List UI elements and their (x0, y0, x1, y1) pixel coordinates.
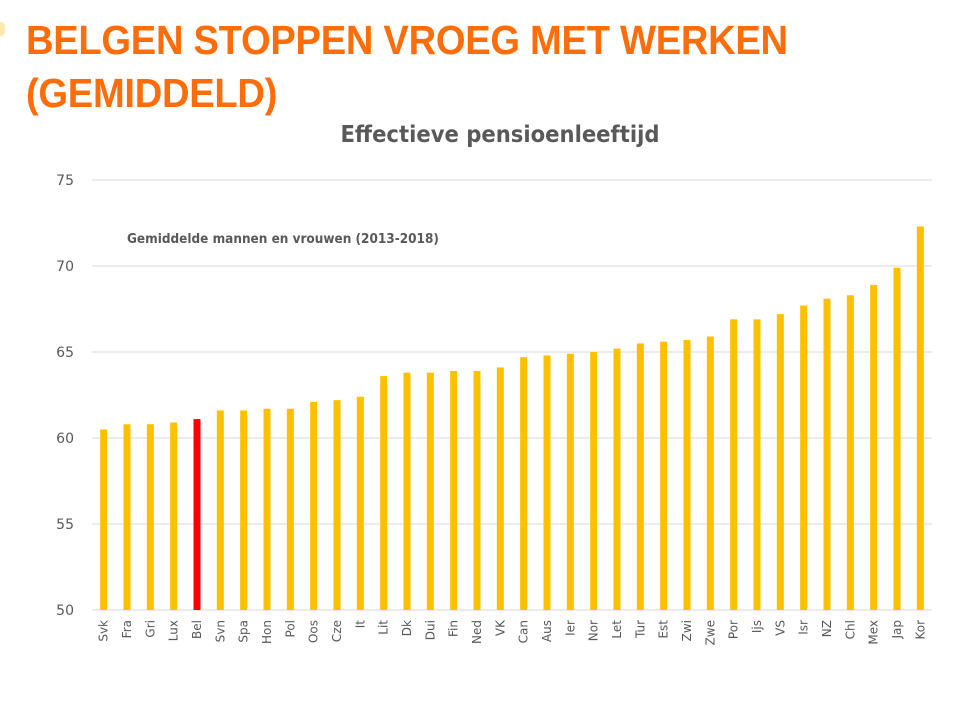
x-tick-label: Ned (470, 620, 484, 644)
bar-spa (240, 410, 248, 610)
x-tick-label: Fin (447, 620, 461, 637)
x-tick-label: Zwi (680, 620, 694, 641)
bar-por (730, 319, 738, 610)
x-tick-label: Gri (143, 620, 157, 638)
bar-ier (566, 353, 574, 610)
slide-title: BELGEN STOPPEN VROEG MET WERKEN (GEMIDDE… (26, 17, 788, 116)
bar-fin (450, 370, 458, 610)
x-tick-label: Mex (867, 620, 881, 645)
y-tick-label: 75 (56, 173, 74, 189)
x-tick-label: Svn (213, 620, 227, 642)
chart-title: Effectieve pensioenleeftijd (340, 122, 660, 148)
x-tick-label: Tur (633, 620, 647, 639)
bar-lit (380, 376, 388, 610)
x-tick-label: NZ (820, 620, 834, 637)
bar-gri (146, 424, 154, 610)
x-tick-label: Aus (540, 620, 554, 642)
bar-oos (310, 401, 318, 610)
bar-svk (100, 429, 108, 610)
y-tick-label: 70 (56, 259, 74, 275)
x-tick-label: VS (773, 620, 787, 636)
x-tick-label: VK (493, 619, 507, 636)
x-axis-labels: Svk Fra Gri Lux Bel Svn Spa Hon Pol Oos Cze It Lit Dk… (97, 619, 928, 646)
y-tick-label: 60 (56, 431, 74, 447)
x-tick-label: Pol (283, 620, 297, 637)
bar-highlight-bel (193, 419, 201, 610)
bar-zwi (683, 339, 691, 610)
bar-cze (333, 400, 341, 610)
bar-mex (870, 284, 878, 610)
x-tick-label: Dui (423, 620, 437, 640)
x-tick-label: Lit (377, 620, 391, 635)
x-tick-label: Bel (190, 620, 204, 639)
x-tick-label: It (353, 620, 367, 629)
corner-decoration (0, 22, 5, 36)
bar-isr (800, 305, 808, 610)
bar-aus (543, 355, 551, 610)
x-tick-label: Nor (587, 620, 601, 641)
x-tick-label: Dk (400, 620, 414, 636)
bar-kor (916, 226, 924, 610)
bar-ijs (753, 319, 761, 610)
bar-tur (636, 343, 644, 610)
x-tick-label: Ier (563, 620, 577, 636)
bar-hon (263, 408, 271, 610)
x-tick-label: Isr (797, 620, 811, 635)
x-tick-label: Cze (330, 620, 344, 642)
bar-let (613, 348, 621, 610)
bar-est (660, 341, 668, 610)
bar-chl (846, 295, 854, 610)
bar-vk (496, 367, 504, 610)
bar-fra (123, 424, 131, 610)
x-tick-label: Chl (843, 620, 857, 639)
bar-nz (823, 298, 831, 610)
bar-it (356, 396, 364, 610)
x-tick-label: Oos (307, 620, 321, 643)
x-tick-label: Fra (120, 620, 134, 638)
x-tick-label: Hon (260, 620, 274, 644)
x-tick-label: Svk (97, 620, 111, 642)
bars (100, 226, 924, 610)
y-axis-ticks: 50 55 60 65 70 75 (56, 173, 74, 619)
bar-can (520, 357, 528, 610)
x-tick-label: Ijs (750, 620, 764, 633)
bar-ned (473, 370, 481, 610)
bar-jap (893, 267, 901, 610)
x-tick-label: Let (610, 620, 624, 639)
bar-zwe (706, 336, 714, 610)
bar-svn (216, 410, 224, 610)
bar-lux (170, 422, 178, 610)
y-tick-label: 50 (56, 603, 74, 619)
x-tick-label: Est (657, 620, 671, 639)
x-tick-label: Zwe (703, 620, 717, 645)
bar-pol (286, 408, 294, 610)
y-tick-label: 65 (56, 345, 74, 361)
chart-annotation: Gemiddelde mannen en vrouwen (2013-2018) (127, 232, 439, 247)
bar-dui (426, 372, 434, 610)
bar-vs (776, 314, 784, 610)
x-tick-label: Spa (237, 620, 251, 643)
bar-nor (590, 352, 598, 610)
x-tick-label: Por (727, 620, 741, 639)
x-tick-label: Kor (913, 620, 927, 640)
y-tick-label: 55 (56, 517, 74, 533)
bar-dk (403, 372, 411, 610)
x-tick-label: Lux (167, 620, 181, 641)
x-tick-label: Jap (890, 620, 904, 640)
x-tick-label: Can (517, 620, 531, 643)
gridlines (92, 179, 932, 611)
